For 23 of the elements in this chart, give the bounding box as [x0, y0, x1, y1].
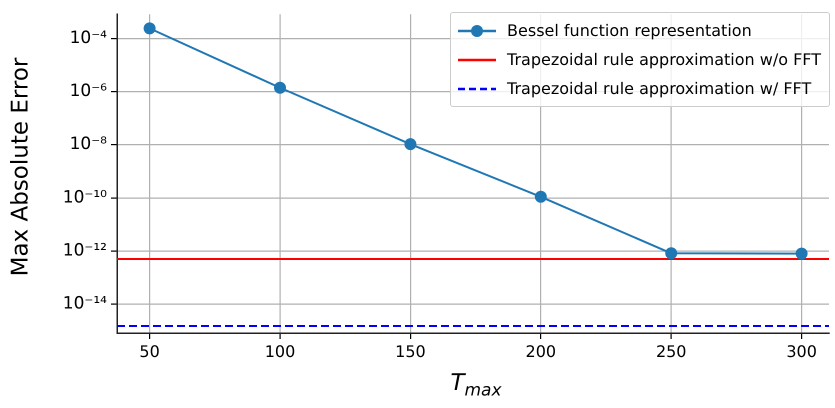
legend-label: Trapezoidal rule approximation w/o FFT	[507, 50, 821, 69]
point	[404, 138, 416, 150]
y-tick-label: 10⁻⁴	[70, 28, 108, 48]
point	[534, 190, 547, 203]
x-tick-label: 300	[786, 342, 817, 361]
legend-label: Bessel function representation	[507, 21, 752, 40]
y-tick-label: 10⁻⁸	[70, 134, 108, 154]
y-tick-label: 10⁻⁶	[70, 81, 108, 102]
y-axis-title: Max Absolute Error	[7, 57, 34, 276]
point	[274, 82, 286, 94]
x-tick-label: 200	[526, 342, 556, 361]
x-tick-label: 250	[656, 342, 686, 361]
x-tick-label: 150	[395, 342, 426, 361]
point	[144, 22, 156, 34]
y-tick-label: 10⁻¹²	[62, 240, 107, 260]
legend-label: Trapezoidal rule approximation w/ FFT	[507, 79, 812, 98]
x-tick-label: 100	[264, 342, 296, 361]
y-tick-label: 10⁻¹⁰	[62, 187, 108, 208]
point	[665, 247, 678, 260]
x-tick-label: 50	[139, 342, 160, 361]
y-tick-label: 10⁻¹⁴	[62, 294, 108, 314]
point	[796, 248, 808, 260]
x-axis-title: T$_{max}$	[449, 370, 503, 401]
